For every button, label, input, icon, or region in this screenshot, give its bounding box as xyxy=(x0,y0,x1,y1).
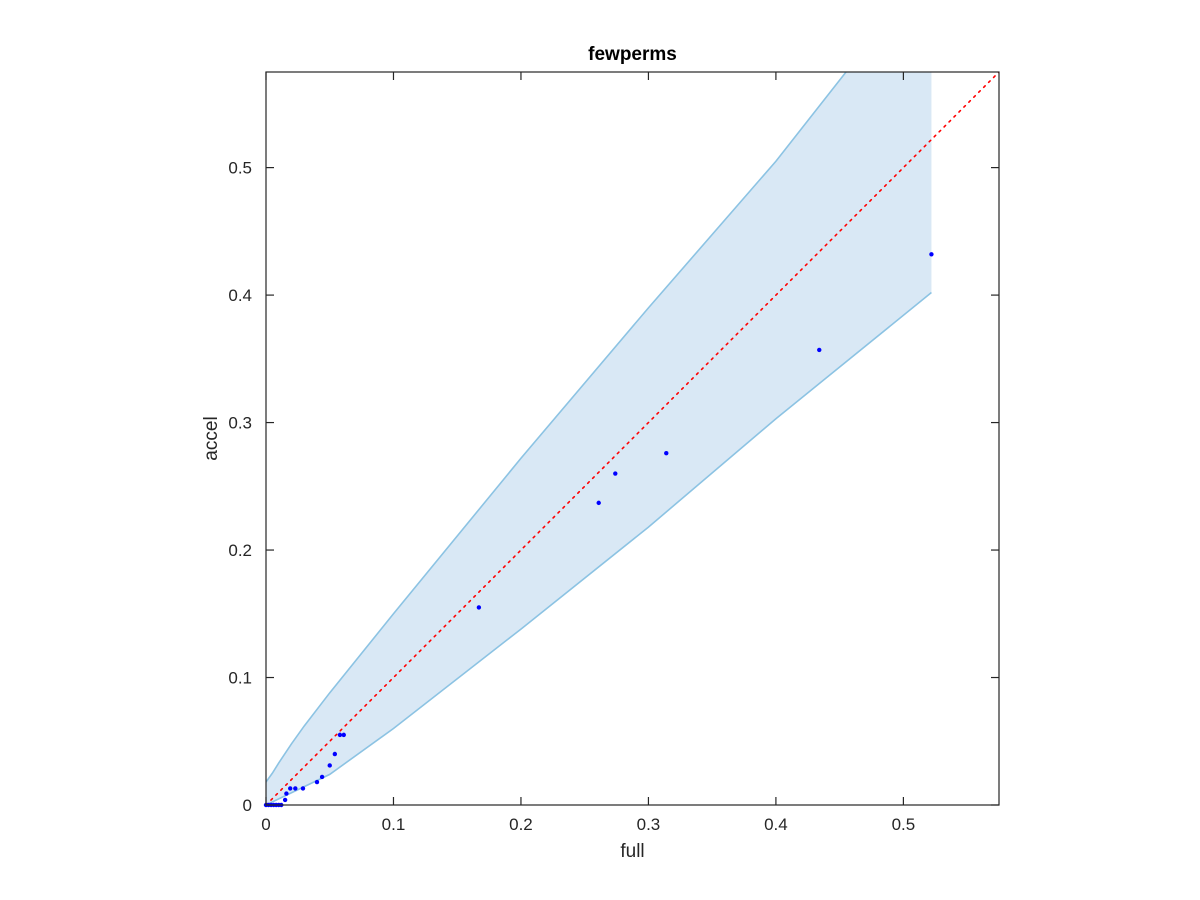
y-tick-label: 0.2 xyxy=(228,541,252,560)
x-tick-label: 0.4 xyxy=(764,815,788,834)
x-tick-label: 0.2 xyxy=(509,815,533,834)
scatter-point xyxy=(596,500,601,506)
scatter-point xyxy=(476,605,482,610)
y-tick-labels: 0 0.1 0.2 0.3 0.4 0.5 xyxy=(228,159,252,815)
scatter-point xyxy=(341,732,346,738)
scatter-point xyxy=(332,751,338,757)
scatter-point xyxy=(282,797,288,803)
band-lower-edge xyxy=(266,291,932,805)
x-axis-label: full xyxy=(620,841,644,862)
reference-line-layer xyxy=(266,72,999,805)
axis-ticks xyxy=(265,72,999,806)
y-tick-label: 0.3 xyxy=(228,414,252,433)
y-tick-label: 0.5 xyxy=(228,159,252,178)
band-upper-edge xyxy=(266,72,847,783)
y-tick-label: 0.4 xyxy=(228,286,252,305)
confidence-band xyxy=(266,72,932,805)
y-axis-label: accel xyxy=(201,416,222,460)
chart-title: fewperms xyxy=(588,44,677,65)
band-fill xyxy=(266,72,932,805)
x-tick-label: 0.1 xyxy=(382,815,406,834)
x-tick-label: 0 xyxy=(261,815,270,834)
scatter-points-layer xyxy=(263,252,934,808)
scatter-point xyxy=(664,450,669,456)
scatter-point xyxy=(293,786,298,791)
scatter-point xyxy=(817,347,822,353)
scatter-point xyxy=(613,471,618,476)
y-tick-label: 0 xyxy=(243,796,252,815)
scatter-point xyxy=(284,791,289,796)
scatter-point xyxy=(288,786,293,791)
y-tick-label: 0.1 xyxy=(228,669,252,688)
x-tick-label: 0.5 xyxy=(892,815,916,834)
scatter-point xyxy=(300,786,306,791)
scatter-point xyxy=(319,774,325,780)
scatter-point xyxy=(337,732,343,738)
scatter-point xyxy=(314,779,320,785)
identity-reference-line xyxy=(266,72,999,805)
scatter-point xyxy=(327,763,332,768)
x-tick-label: 0.3 xyxy=(637,815,661,834)
scatter-point xyxy=(929,252,934,257)
plot-area-border xyxy=(265,71,1000,806)
x-tick-labels: 0 0.1 0.2 0.3 0.4 0.5 xyxy=(261,815,915,834)
